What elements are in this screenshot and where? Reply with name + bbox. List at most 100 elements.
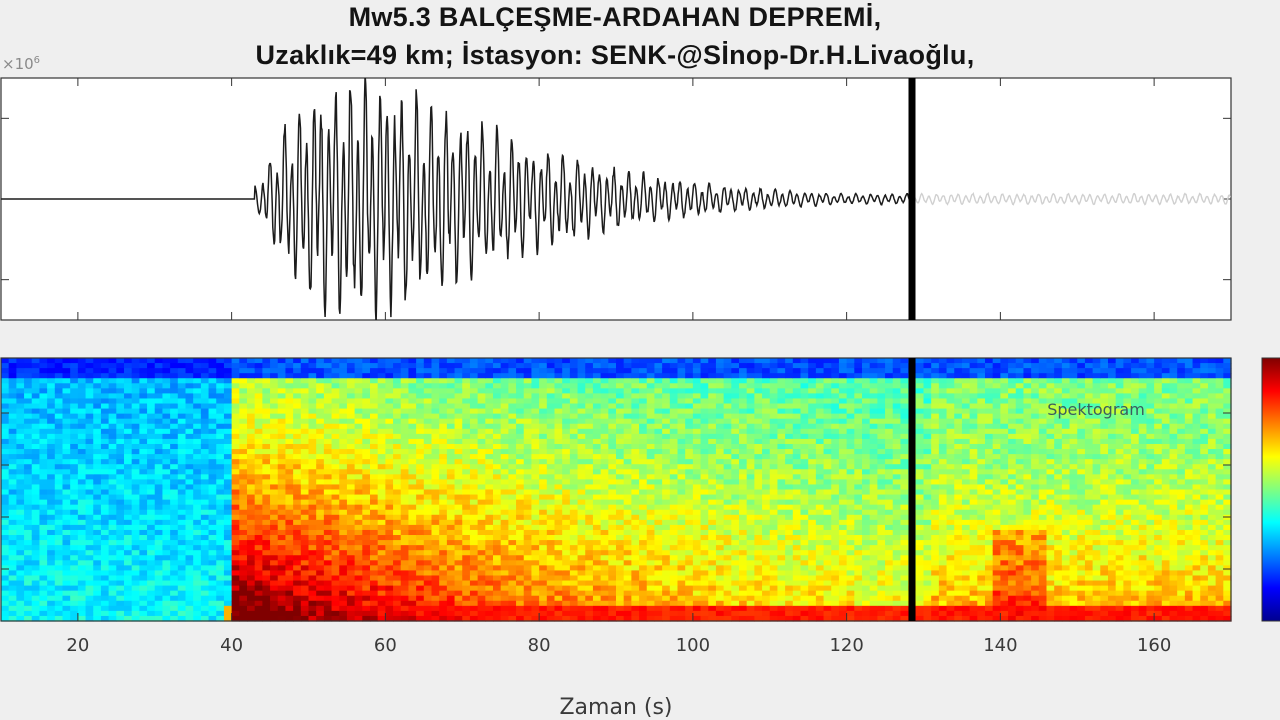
spectrogram-cell [493, 590, 502, 597]
spectrogram-cell [477, 499, 486, 506]
spectrogram-cell [116, 408, 125, 415]
spectrogram-cell [108, 504, 117, 511]
spectrogram-cell [646, 423, 656, 430]
spectrogram-cell [39, 560, 48, 566]
spectrogram-cell [408, 373, 417, 379]
spectrogram-cell [270, 393, 279, 400]
spectrogram-cell [516, 489, 525, 496]
spectrogram-cell [277, 438, 287, 445]
spectrogram-cell [500, 418, 509, 425]
spectrogram-cell [639, 610, 648, 617]
spectrogram-cell [431, 449, 440, 455]
spectrogram-cell [270, 529, 279, 536]
spectrogram-cell [631, 449, 640, 455]
spectrogram-cell [416, 550, 425, 556]
spectrogram-cell [523, 535, 533, 541]
spectrogram-cell [393, 529, 402, 536]
spectrogram-cell [516, 535, 525, 541]
spectrogram-cell [393, 393, 402, 400]
spectrogram-cell [247, 474, 256, 480]
spectrogram-cell [216, 403, 225, 410]
spectrogram-cell [285, 529, 294, 536]
spectrogram-cell [139, 474, 148, 480]
spectrogram-cell [500, 519, 509, 526]
spectrogram-cell [708, 428, 717, 435]
spectrogram-cell [116, 454, 125, 460]
spectrogram-cell [623, 550, 632, 556]
spectrogram-cell [39, 474, 48, 480]
spectrogram-cell [162, 570, 171, 577]
spectrogram-cell [93, 509, 102, 516]
spectrogram-cell [554, 545, 563, 551]
spectrogram-cell [346, 388, 356, 395]
spectrogram-cell [662, 373, 671, 379]
spectrogram-cell [477, 524, 486, 531]
spectrogram-cell [24, 560, 33, 566]
spectrogram-cell [446, 524, 456, 531]
spectrogram-cell [554, 585, 563, 592]
spectrogram-cell [85, 363, 94, 369]
spectrogram-cell [592, 580, 602, 587]
spectrogram-cell [723, 590, 732, 597]
spectrogram-cell [446, 418, 456, 425]
spectrogram-cell [39, 479, 48, 486]
spectrogram-cell [231, 368, 240, 374]
spectrogram-cell [370, 529, 379, 536]
spectrogram-cell [370, 454, 379, 460]
spectrogram-cell [16, 469, 25, 475]
spectrogram-cell [654, 575, 663, 582]
spectrogram-cell [39, 504, 48, 511]
spectrogram-cell [439, 529, 448, 536]
spectrogram-cell [523, 595, 533, 602]
spectrogram-cell [608, 494, 617, 501]
spectrogram-cell [469, 499, 479, 506]
spectrogram-cell [423, 469, 433, 475]
spectrogram-cell [270, 519, 279, 526]
spectrogram-cell [208, 368, 217, 374]
spectrogram-cell [731, 378, 740, 384]
spectrogram-cell [677, 580, 686, 587]
spectrogram-cell [162, 438, 171, 445]
spectrogram-cell [362, 560, 371, 566]
spectrogram-cell [631, 519, 640, 526]
spectrogram-cell [531, 358, 540, 364]
spectrogram-cell [715, 413, 725, 420]
spectrogram-cell [193, 449, 202, 455]
spectrogram-cell [569, 363, 579, 369]
spectrogram-cell [331, 504, 340, 511]
spectrogram-cell [362, 469, 371, 475]
spectrogram-cell [469, 560, 479, 566]
spectrogram-cell [546, 363, 556, 369]
spectrogram-cell [170, 388, 179, 395]
spectrogram-cell [723, 595, 732, 602]
spectrogram-cell [116, 550, 125, 556]
spectrogram-cell [85, 358, 94, 364]
spectrogram-cell [247, 509, 256, 516]
spectrogram-cell [408, 565, 417, 572]
spectrogram-cell [131, 529, 140, 536]
spectrogram-cell [300, 499, 310, 506]
spectrogram-cell [239, 489, 248, 496]
spectrogram-cell [708, 540, 717, 546]
spectrogram-cell [200, 423, 210, 430]
spectrogram-cell [370, 540, 379, 546]
spectrogram-cell [85, 524, 94, 531]
spectrogram-cell [316, 438, 325, 445]
spectrogram-cell [131, 358, 140, 364]
spectrogram-cell [531, 373, 540, 379]
spectrogram-cell [723, 388, 732, 395]
spectrogram-cell [216, 545, 225, 551]
spectrogram-cell [208, 464, 217, 470]
spectrogram-cell [662, 605, 671, 612]
spectrogram-cell [254, 565, 263, 572]
spectrogram-cell [100, 494, 110, 501]
spectrogram-cell [523, 368, 533, 374]
spectrogram-cell [77, 428, 87, 435]
spectrogram-cell [685, 580, 694, 587]
spectrogram-cell [47, 600, 56, 607]
spectrogram-cell [577, 509, 586, 516]
spectrogram-cell [354, 590, 363, 597]
spectrogram-cell [523, 383, 533, 389]
spectrogram-cell [293, 454, 302, 460]
spectrogram-cell [685, 535, 694, 541]
